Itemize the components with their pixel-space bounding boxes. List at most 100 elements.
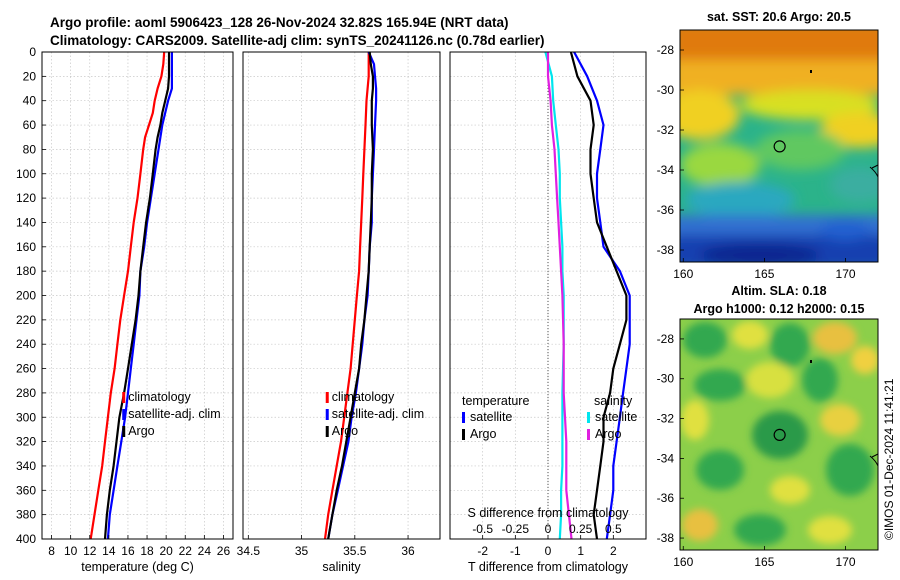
s-x-tick-label: 0	[545, 522, 552, 536]
x-axis-label-salinity: S difference from climatology	[468, 506, 630, 520]
series-line-climatology	[323, 52, 370, 540]
y-tick-label: 60	[23, 118, 37, 132]
legend-label: climatology	[128, 390, 191, 404]
y-tick-label: 100	[16, 167, 36, 181]
map-x-tick-label: 160	[673, 267, 693, 281]
series-line-t-argo	[569, 51, 628, 540]
map-y-tick-label: -32	[657, 123, 675, 137]
sst-map: sat. SST: 20.6 Argo: 20.5	[657, 10, 879, 281]
x-tick-label: 16	[121, 544, 135, 558]
map-x-tick-label: 160	[673, 555, 693, 569]
map-x-tick-label: 170	[836, 555, 856, 569]
map-x-tick-label: 170	[836, 267, 856, 281]
map-y-tick-label: -36	[657, 203, 675, 217]
y-tick-label: 360	[16, 483, 36, 497]
legend-swatch	[122, 426, 126, 437]
sst-map-field	[680, 30, 878, 262]
map-y-tick-label: -28	[657, 43, 675, 57]
y-tick-label: 280	[16, 386, 36, 400]
y-tick-label: 20	[23, 69, 37, 83]
series-line-argo	[327, 51, 374, 540]
sst-map-frame	[679, 29, 879, 263]
legend-label: satellite	[595, 410, 637, 424]
s-x-tick-label: -0.5	[472, 522, 493, 536]
x-tick-label: 10	[64, 544, 78, 558]
legend-swatch	[122, 409, 126, 420]
footer-credit: ©IMOS 01-Dec-2024 11:41:21	[882, 378, 896, 540]
plot-frame	[242, 51, 441, 540]
sla-coastline	[869, 453, 879, 467]
y-tick-label: 200	[16, 289, 36, 303]
legend-label: climatology	[332, 390, 395, 404]
x-tick-label: 0	[545, 544, 552, 558]
y-tick-label: 240	[16, 337, 36, 351]
y-tick-label: 380	[16, 508, 36, 522]
map-y-tick-label: -32	[657, 412, 675, 426]
s-x-tick-label: 0.25	[569, 522, 593, 536]
map-y-tick-label: -38	[657, 531, 675, 545]
y-tick-label: 180	[16, 264, 36, 278]
sla-map-axes: 160 165 170 -28 -30 -32 -34 -36 -38	[657, 332, 856, 569]
series-line-s-argo	[546, 52, 573, 540]
legend-label: Argo	[470, 427, 496, 441]
x-tick-label: 12	[83, 544, 97, 558]
legend-swatch	[587, 429, 590, 440]
sla-map-speck	[810, 360, 812, 363]
y-tick-label: 320	[16, 435, 36, 449]
x-axis-label: T difference from climatology	[468, 560, 629, 574]
series-line-climatology	[89, 51, 166, 540]
header-subtitle: Climatology: CARS2009. Satellite-adj cli…	[50, 33, 544, 48]
x-tick-label: 36	[401, 544, 415, 558]
sst-map-title: sat. SST: 20.6 Argo: 20.5	[707, 10, 851, 24]
x-tick-label: 35.5	[343, 544, 367, 558]
series-line-t-satellite	[573, 51, 631, 540]
sst-map-axes: 160 165 170 -28 -30 -32 -34 -36 -38	[657, 43, 856, 281]
map-y-tick-label: -38	[657, 243, 675, 257]
temperature-panel: 0 20 40 60 80 100 120 140 160 180 200 220 240 260 280 3…	[16, 45, 234, 574]
legend-label: satellite	[470, 410, 512, 424]
legend-label: Argo	[128, 424, 154, 438]
legend-label: Argo	[332, 424, 358, 438]
y-tick-label: 0	[29, 45, 36, 59]
legend-swatch	[462, 412, 465, 423]
difference-panel: -2 -1 0 1 2 T difference from climatology temp…	[449, 51, 647, 574]
legend-label: satellite-adj. clim	[128, 407, 220, 421]
x-tick-label: 35	[295, 544, 309, 558]
sla-map: Altim. SLA: 0.18 Argo h1000: 0.12 h2000:…	[657, 284, 879, 569]
y-tick-label: 80	[23, 142, 37, 156]
legend-swatch	[325, 409, 329, 420]
x-tick-label: 26	[217, 544, 231, 558]
map-y-tick-label: -30	[657, 372, 675, 386]
sst-map-speck	[810, 70, 812, 73]
x-tick-label: 1	[577, 544, 584, 558]
map-y-tick-label: -30	[657, 83, 675, 97]
y-tick-label: 260	[16, 362, 36, 376]
x-tick-label: 8	[48, 544, 55, 558]
sst-argo-location-marker	[773, 140, 786, 153]
x-axis-label: temperature (deg C)	[81, 560, 194, 574]
y-tick-label: 140	[16, 215, 36, 229]
x-tick-label: 2	[610, 544, 617, 558]
x-tick-label: 18	[140, 544, 154, 558]
x-tick-label: 24	[198, 544, 212, 558]
x-tick-label: -1	[510, 544, 521, 558]
series-line-s-satellite	[544, 51, 565, 540]
x-tick-label: 22	[179, 544, 193, 558]
x-axis-label: salinity	[322, 560, 361, 574]
map-y-tick-label: -28	[657, 332, 675, 346]
x-tick-label: 20	[159, 544, 173, 558]
legend-swatch	[122, 392, 126, 403]
y-tick-label: 340	[16, 459, 36, 473]
map-y-tick-label: -36	[657, 491, 675, 505]
sla-map-subtitle: Argo h1000: 0.12 h2000: 0.15	[694, 302, 865, 316]
legend-label: satellite-adj. clim	[332, 407, 424, 421]
map-y-tick-label: -34	[657, 163, 675, 177]
y-tick-label: 160	[16, 240, 36, 254]
sla-argo-location-marker	[773, 428, 786, 441]
sla-map-title: Altim. SLA: 0.18	[731, 284, 826, 298]
y-tick-label: 300	[16, 410, 36, 424]
legend-swatch	[462, 429, 465, 440]
sla-map-frame	[679, 318, 879, 551]
